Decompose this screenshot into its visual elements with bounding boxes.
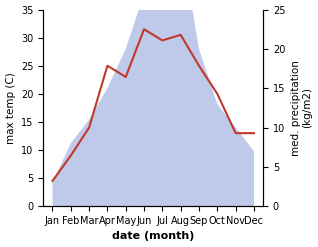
X-axis label: date (month): date (month) [112,231,194,242]
Y-axis label: max temp (C): max temp (C) [5,72,16,144]
Y-axis label: med. precipitation
(kg/m2): med. precipitation (kg/m2) [291,60,313,156]
